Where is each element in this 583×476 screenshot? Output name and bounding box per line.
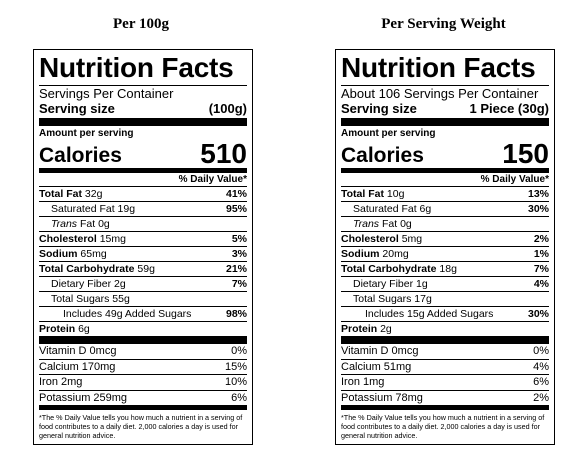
daily-value-footnote: *The % Daily Value tells you how much a … xyxy=(341,413,545,440)
calories-row: Calories 510 xyxy=(39,140,247,168)
potassium-row: Potassium 78mg 2% xyxy=(341,391,549,404)
trans-fat-row: Trans Fat 0g xyxy=(341,217,549,232)
potassium-row: Potassium 259mg 6% xyxy=(39,391,247,404)
serving-size-row: Serving size 1 Piece (30g) xyxy=(341,101,549,116)
vitamin-d-row: Vitamin D 0mcg 0% xyxy=(39,344,247,360)
iron-row: Iron 1mg 6% xyxy=(341,375,549,391)
calcium-row: Calcium 170mg 15% xyxy=(39,360,247,375)
calories-value: 150 xyxy=(502,138,549,169)
nutrition-facts-title: Nutrition Facts xyxy=(39,52,234,83)
serving-size-value: (100g) xyxy=(208,101,247,116)
total-fat-row: Total Fat 10g 13% xyxy=(341,188,549,202)
panel-heading-per-serving: Per Serving Weight xyxy=(381,16,506,32)
sodium-row: Sodium 65mg 3% xyxy=(39,248,247,262)
calories-value: 510 xyxy=(200,138,247,169)
nutrition-facts-title: Nutrition Facts xyxy=(341,52,536,83)
calories-label: Calories xyxy=(39,144,122,167)
trans-fat-row: Trans Fat 0g xyxy=(39,217,247,232)
cholesterol-row: Cholesterol 5mg 2% xyxy=(341,233,549,247)
calcium-row: Calcium 51mg 4% xyxy=(341,360,549,375)
calories-label: Calories xyxy=(341,144,424,167)
serving-size-label: Serving size xyxy=(341,101,417,116)
sodium-row: Sodium 20mg 1% xyxy=(341,248,549,262)
daily-value-header: % Daily Value* xyxy=(341,173,549,187)
total-carbohydrate-row: Total Carbohydrate 59g 21% xyxy=(39,263,247,277)
cholesterol-row: Cholesterol 15mg 5% xyxy=(39,233,247,247)
servings-per-container: Servings Per Container xyxy=(39,86,174,101)
nutrition-label-per-100g: Nutrition Facts Servings Per Container S… xyxy=(33,49,253,445)
saturated-fat-row: Saturated Fat 19g 95% xyxy=(39,202,247,217)
amount-per-serving: Amount per serving xyxy=(341,128,436,139)
protein-row: Protein 2g xyxy=(341,323,392,335)
daily-value-header: % Daily Value* xyxy=(39,173,247,187)
added-sugars-row: Includes 49g Added Sugars 98% xyxy=(39,307,247,322)
calories-row: Calories 150 xyxy=(341,140,549,168)
added-sugars-row: Includes 15g Added Sugars 30% xyxy=(341,307,549,322)
total-carbohydrate-row: Total Carbohydrate 18g 7% xyxy=(341,263,549,277)
dietary-fiber-row: Dietary Fiber 2g 7% xyxy=(39,277,247,292)
nutrition-label-per-serving: Nutrition Facts About 106 Servings Per C… xyxy=(335,49,555,445)
saturated-fat-row: Saturated Fat 6g 30% xyxy=(341,202,549,217)
total-sugars-row: Total Sugars 55g xyxy=(39,292,247,307)
total-fat-row: Total Fat 32g 41% xyxy=(39,188,247,202)
serving-size-row: Serving size (100g) xyxy=(39,101,247,116)
amount-per-serving: Amount per serving xyxy=(39,128,134,139)
servings-per-container: About 106 Servings Per Container xyxy=(341,86,539,101)
total-sugars-row: Total Sugars 17g xyxy=(341,292,549,307)
dietary-fiber-row: Dietary Fiber 1g 4% xyxy=(341,277,549,292)
serving-size-value: 1 Piece (30g) xyxy=(469,101,550,116)
daily-value-footnote: *The % Daily Value tells you how much a … xyxy=(39,413,243,440)
protein-row: Protein 6g xyxy=(39,323,90,335)
vitamin-d-row: Vitamin D 0mcg 0% xyxy=(341,344,549,360)
iron-row: Iron 2mg 10% xyxy=(39,375,247,391)
panel-heading-per-100g: Per 100g xyxy=(113,16,169,32)
serving-size-label: Serving size xyxy=(39,101,115,116)
